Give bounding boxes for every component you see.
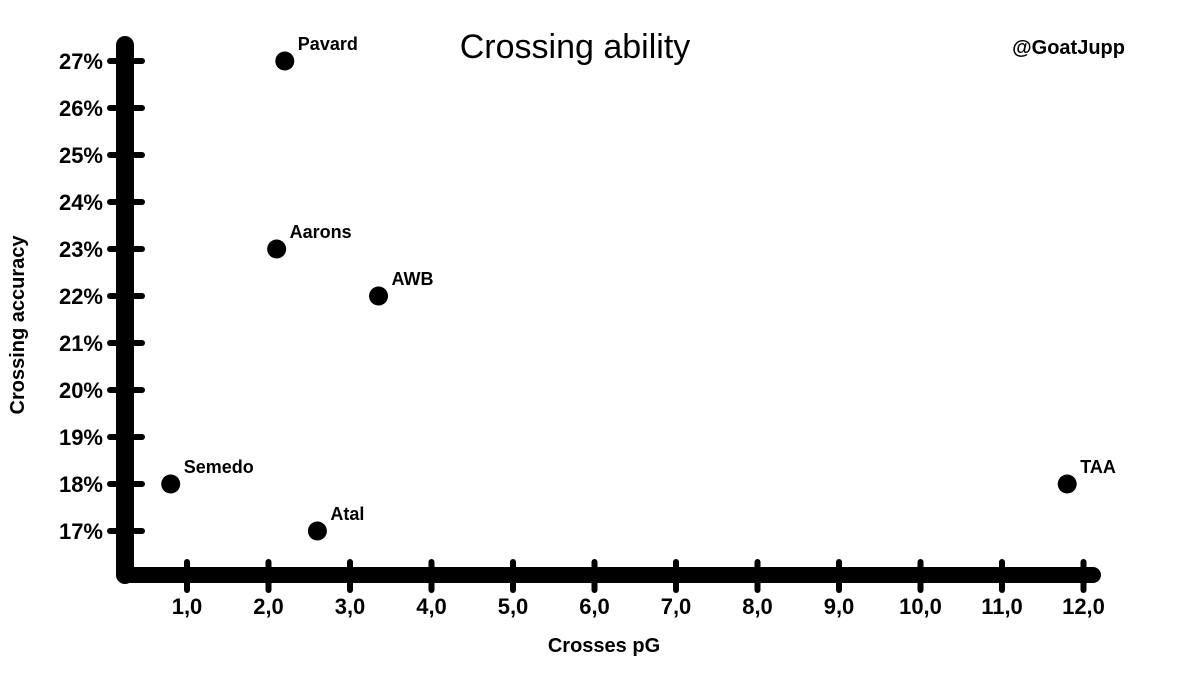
x-tick-label: 6,0 (579, 594, 610, 619)
data-point-label: TAA (1080, 457, 1116, 477)
data-points: Pavard Aarons AWB Semedo Atal TAA (161, 34, 1116, 541)
data-point-label: Atal (330, 504, 364, 524)
y-tick-label: 27% (59, 49, 103, 74)
y-tick-label: 24% (59, 190, 103, 215)
x-tick-label: 8,0 (742, 594, 773, 619)
x-tick-label: 10,0 (899, 594, 942, 619)
x-tick-label: 2,0 (253, 594, 284, 619)
x-tick-label: 5,0 (498, 594, 529, 619)
y-tick-label: 23% (59, 237, 103, 262)
data-point-taa (1057, 474, 1077, 494)
credit-label: @GoatJupp (1012, 37, 1125, 59)
data-point-label: AWB (392, 269, 434, 289)
data-point-label: Aarons (290, 222, 352, 242)
y-tick-label: 19% (59, 425, 103, 450)
axis-ticks: 17% 18% 19% 20% 21% 22% 23% 24% 25% 26% 27% 1,0 2,0 3… (59, 49, 1105, 619)
data-point-atal (307, 521, 327, 541)
y-tick-label: 20% (59, 378, 103, 403)
data-point-pavard (275, 51, 295, 71)
x-tick-label: 1,0 (172, 594, 203, 619)
data-point-label: Pavard (298, 34, 358, 54)
y-tick-label: 25% (59, 143, 103, 168)
data-point-aarons (267, 239, 287, 259)
y-tick-label: 18% (59, 472, 103, 497)
y-tick-label: 22% (59, 284, 103, 309)
data-point-label: Semedo (184, 457, 254, 477)
data-point-semedo (161, 474, 181, 494)
axes (116, 36, 1101, 584)
y-tick-label: 21% (59, 331, 103, 356)
x-tick-label: 12,0 (1062, 594, 1105, 619)
data-point-awb (369, 286, 389, 306)
chart-title: Crossing ability (460, 28, 691, 66)
x-tick-label: 4,0 (416, 594, 447, 619)
x-tick-label: 3,0 (335, 594, 366, 619)
x-tick-label: 11,0 (981, 594, 1023, 619)
x-axis-label: Crosses pG (548, 635, 660, 657)
y-tick-label: 17% (59, 519, 103, 544)
x-tick-label: 7,0 (661, 594, 692, 619)
x-tick-label: 9,0 (824, 594, 855, 619)
y-axis-label: Crossing accuracy (7, 235, 29, 415)
y-tick-label: 26% (59, 96, 103, 121)
